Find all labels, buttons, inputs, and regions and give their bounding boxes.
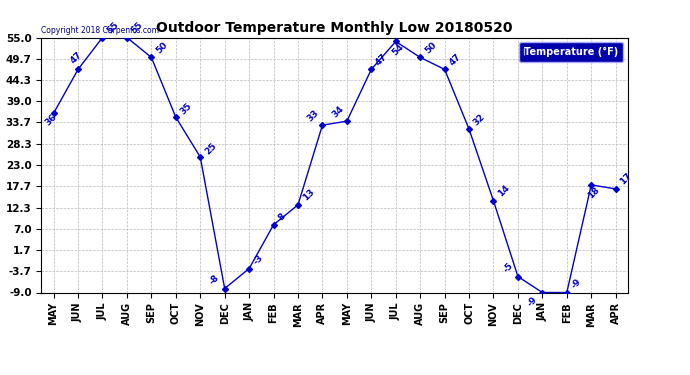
Legend: Temperature (°F): Temperature (°F) bbox=[519, 42, 623, 62]
Text: 47: 47 bbox=[374, 52, 389, 67]
Text: 55: 55 bbox=[130, 20, 145, 35]
Text: 55: 55 bbox=[106, 20, 121, 35]
Text: 25: 25 bbox=[203, 141, 218, 156]
Text: 34: 34 bbox=[331, 104, 346, 119]
Title: Outdoor Temperature Monthly Low 20180520: Outdoor Temperature Monthly Low 20180520 bbox=[157, 21, 513, 35]
Text: 47: 47 bbox=[68, 51, 83, 66]
Text: 36: 36 bbox=[44, 112, 59, 128]
Text: 13: 13 bbox=[301, 188, 316, 202]
Text: 50: 50 bbox=[423, 40, 438, 55]
Text: 54: 54 bbox=[390, 42, 406, 57]
Text: 50: 50 bbox=[154, 40, 169, 55]
Text: 47: 47 bbox=[447, 52, 463, 67]
Text: -5: -5 bbox=[501, 261, 515, 274]
Text: -9: -9 bbox=[526, 295, 539, 308]
Text: -8: -8 bbox=[208, 273, 221, 286]
Text: -3: -3 bbox=[252, 253, 266, 266]
Text: 14: 14 bbox=[496, 183, 511, 199]
Text: 35: 35 bbox=[179, 101, 194, 116]
Text: 33: 33 bbox=[306, 108, 321, 123]
Text: 18: 18 bbox=[586, 186, 601, 201]
Text: Copyright 2018 Carpenics.com: Copyright 2018 Carpenics.com bbox=[41, 26, 159, 35]
Text: 32: 32 bbox=[472, 112, 487, 127]
Text: 8: 8 bbox=[276, 212, 287, 223]
Text: -9: -9 bbox=[569, 277, 583, 290]
Text: 17: 17 bbox=[618, 171, 633, 187]
